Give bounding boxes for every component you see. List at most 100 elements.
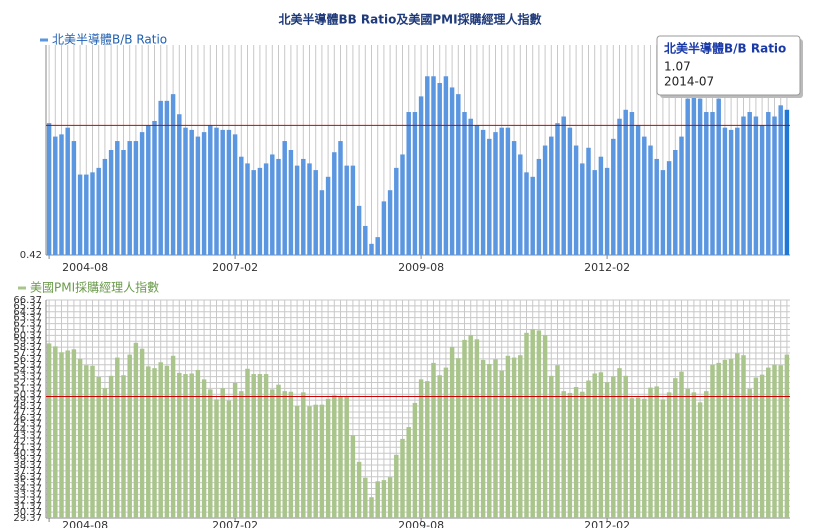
bar [84, 174, 89, 255]
y-tick-label: 54.37 [13, 366, 42, 377]
y-tick-label: 63.37 [13, 313, 42, 324]
bar [332, 152, 337, 255]
bar [319, 190, 325, 255]
y-tick-label: 29.37 [13, 513, 42, 524]
bar [84, 365, 89, 518]
y-tick-label: 35.37 [13, 478, 42, 489]
bar [542, 145, 548, 255]
bar [276, 158, 281, 255]
bar [493, 359, 498, 518]
bar [499, 370, 504, 518]
bar [555, 123, 560, 255]
bar [369, 243, 374, 255]
bar [245, 163, 250, 255]
y-tick-label: 61.37 [13, 324, 42, 335]
x-tick-label: 2009-08 [398, 261, 444, 274]
bar [456, 94, 461, 256]
bar [59, 352, 64, 518]
y-tick-label: 50.37 [13, 389, 42, 400]
bar [177, 114, 182, 256]
bar [660, 170, 666, 255]
bar [381, 480, 387, 518]
bar [59, 134, 64, 255]
bar [511, 141, 517, 255]
tooltip-date: 2014-07 [664, 75, 714, 89]
bar [505, 127, 511, 255]
bar [245, 368, 250, 518]
bar [629, 112, 635, 256]
bar [425, 76, 430, 255]
bar [146, 366, 151, 518]
bar [542, 335, 548, 518]
bar [375, 481, 380, 518]
bar [474, 339, 480, 518]
y-tick-label: 53.37 [13, 372, 42, 383]
bar [549, 375, 554, 518]
bar [387, 477, 393, 518]
bar [257, 374, 263, 518]
bar [108, 375, 114, 518]
bar [77, 174, 83, 255]
bar [208, 125, 213, 255]
bar [611, 138, 616, 255]
bar [772, 364, 777, 518]
y-tick-label: 39.37 [13, 454, 42, 465]
bar [555, 365, 560, 518]
bar [214, 127, 219, 255]
bar [449, 346, 455, 518]
bar [71, 141, 77, 255]
bar [518, 355, 523, 518]
bar [449, 87, 455, 255]
bar [561, 116, 566, 255]
bar [251, 374, 256, 518]
x-tick-label: 2007-02 [212, 261, 258, 274]
bar [325, 398, 331, 518]
bar [121, 375, 126, 518]
bar [480, 129, 486, 255]
bar [46, 343, 52, 518]
bar [580, 391, 585, 518]
bar [369, 497, 374, 518]
bar [220, 129, 225, 255]
y-tick-label: 37.37 [13, 466, 42, 477]
bar [666, 161, 672, 255]
bar [239, 156, 244, 255]
bar [704, 112, 709, 256]
bar [480, 359, 486, 518]
bar [505, 355, 511, 518]
bar [747, 112, 752, 256]
bar [437, 375, 442, 518]
y-tick-label: 47.37 [13, 407, 42, 418]
bar [666, 392, 672, 518]
bar [592, 170, 597, 255]
bar [654, 158, 659, 255]
bar [363, 225, 368, 255]
bar [654, 386, 659, 518]
bar [573, 145, 579, 255]
bar [735, 127, 740, 255]
bar [716, 362, 721, 518]
bar [456, 358, 461, 518]
tooltip-value: 1.07 [664, 60, 691, 74]
bar [307, 163, 312, 255]
bar [146, 125, 151, 255]
bar [784, 109, 790, 255]
bar [226, 400, 232, 518]
bar [232, 382, 238, 518]
bar [499, 127, 504, 255]
bar [741, 355, 746, 518]
bar [276, 384, 281, 518]
bar [53, 136, 58, 255]
bar [356, 461, 362, 518]
bar [152, 120, 157, 255]
bar [239, 391, 244, 518]
bar [642, 398, 647, 518]
x-tick-label: 2012-02 [584, 261, 630, 274]
bar [53, 346, 58, 518]
bar [96, 377, 101, 518]
bar [468, 335, 473, 518]
bar [642, 136, 647, 255]
bar [121, 150, 126, 255]
bar [728, 358, 734, 518]
